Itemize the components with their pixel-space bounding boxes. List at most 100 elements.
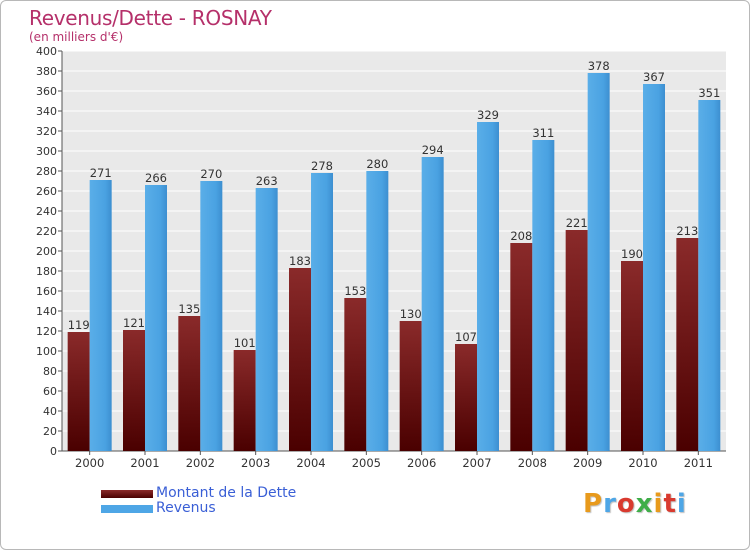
data-label-dette: 221 — [566, 216, 588, 230]
bar-dette — [178, 316, 201, 451]
x-tick-label: 2000 — [75, 456, 104, 470]
data-label-dette: 135 — [178, 302, 200, 316]
y-tick-label: 240 — [36, 205, 57, 218]
data-label-dette: 213 — [676, 224, 698, 238]
data-labels: 119 271 121 266 135 270 101 263 183 278 153 280 130 2… — [68, 59, 721, 350]
data-label-revenus: 329 — [477, 108, 499, 122]
bar-dette — [565, 230, 588, 451]
y-tick-label: 120 — [36, 325, 57, 338]
data-label-revenus: 271 — [90, 166, 112, 180]
y-tick-label: 0 — [50, 445, 57, 458]
bar-dette — [67, 332, 90, 451]
y-tick-label: 260 — [36, 185, 57, 198]
x-tick-label: 2011 — [684, 456, 713, 470]
data-label-dette: 190 — [621, 247, 643, 261]
y-tick-label: 280 — [36, 165, 57, 178]
data-label-revenus: 278 — [311, 159, 333, 173]
logo-letter: i — [653, 489, 664, 519]
bar-revenus — [89, 180, 112, 451]
data-label-revenus: 270 — [200, 167, 222, 181]
y-tick-label: 340 — [36, 105, 57, 118]
logo-letter: t — [663, 489, 677, 519]
bar-dette — [344, 298, 367, 451]
bar-dette — [233, 350, 256, 451]
y-tick-label: 320 — [36, 125, 57, 138]
chart-title: Revenus/Dette - ROSNAY — [29, 6, 272, 30]
y-tick-label: 40 — [43, 405, 57, 418]
x-tick-label: 2001 — [130, 456, 159, 470]
logo-letter: i — [676, 489, 687, 519]
data-label-revenus: 266 — [145, 171, 167, 185]
legend-swatch-revenus — [101, 505, 153, 513]
y-tick-label: 80 — [43, 365, 57, 378]
logo-letter: r — [603, 489, 617, 519]
bar-revenus — [255, 188, 278, 451]
y-tick-label: 160 — [36, 285, 57, 298]
bar-revenus — [145, 185, 167, 451]
data-label-revenus: 263 — [256, 174, 278, 188]
y-tick-label: 100 — [36, 345, 57, 358]
bar-revenus — [366, 171, 389, 451]
logo-letter: o — [616, 489, 636, 519]
bar-revenus — [643, 84, 665, 451]
data-label-dette: 130 — [400, 307, 422, 321]
data-label-dette: 107 — [455, 330, 477, 344]
data-label-revenus: 294 — [422, 143, 444, 157]
bar-revenus — [421, 157, 444, 451]
x-tick-label: 2006 — [407, 456, 436, 470]
data-label-dette: 183 — [289, 254, 311, 268]
bar-dette — [676, 238, 699, 451]
data-label-dette: 101 — [234, 336, 256, 350]
bar-revenus — [587, 73, 610, 451]
legend-label-dette: Montant de la Dette — [156, 485, 297, 501]
x-tick-label: 2002 — [186, 456, 215, 470]
data-label-dette: 119 — [68, 318, 90, 332]
bar-dette — [289, 268, 311, 451]
y-tick-label: 300 — [36, 145, 57, 158]
bar-dette — [455, 344, 477, 451]
chart-subtitle: (en milliers d'€) — [29, 30, 124, 44]
y-tick-label: 220 — [36, 225, 57, 238]
logo-letter: P — [583, 489, 604, 519]
x-tick-label: 2010 — [628, 456, 657, 470]
data-label-revenus: 280 — [366, 157, 388, 171]
y-tick-label: 20 — [43, 425, 57, 438]
y-tick-label: 140 — [36, 305, 57, 318]
bar-dette — [510, 243, 533, 451]
data-label-revenus: 378 — [588, 59, 610, 73]
y-tick-label: 360 — [36, 85, 57, 98]
grid-lines — [62, 50, 726, 452]
x-tick-label: 2007 — [462, 456, 491, 470]
y-tick-label: 200 — [36, 245, 57, 258]
logo-letter: x — [635, 489, 654, 519]
y-axis: 0 20 40 60 80 100 120 140 160 180 200 220 240 260 280 3… — [36, 45, 726, 458]
bar-dette — [399, 321, 422, 451]
y-tick-label: 400 — [36, 45, 57, 58]
data-label-dette: 208 — [510, 229, 532, 243]
y-tick-label: 180 — [36, 265, 57, 278]
y-tick-label: 380 — [36, 65, 57, 78]
data-label-revenus: 351 — [698, 86, 720, 100]
proxiti-logo: Proxiti — [583, 489, 687, 519]
data-label-revenus: 311 — [532, 126, 554, 140]
x-tick-label: 2009 — [573, 456, 602, 470]
bar-revenus — [311, 173, 333, 451]
bar-revenus — [200, 181, 223, 451]
bar-revenus — [477, 122, 499, 451]
data-label-dette: 153 — [344, 284, 366, 298]
x-axis: 2000 2001 2002 2003 2004 2005 2006 2007 2008 2009… — [75, 451, 713, 470]
bar-dette — [621, 261, 643, 451]
data-label-dette: 121 — [123, 316, 145, 330]
legend-swatch-dette — [101, 490, 153, 498]
bars — [67, 73, 721, 451]
legend-label-revenus: Revenus — [156, 500, 216, 516]
bar-revenus — [532, 140, 555, 451]
y-tick-label: 60 — [43, 385, 57, 398]
x-tick-label: 2003 — [241, 456, 270, 470]
bar-dette — [123, 330, 145, 451]
data-label-revenus: 367 — [643, 70, 665, 84]
x-tick-label: 2008 — [518, 456, 547, 470]
x-tick-label: 2005 — [352, 456, 381, 470]
